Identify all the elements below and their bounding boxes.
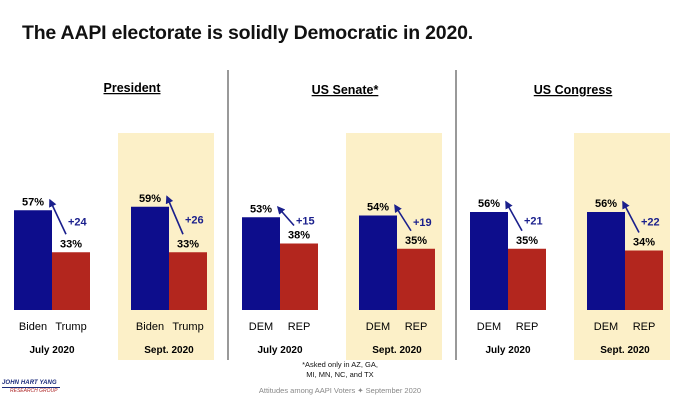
category-label: DEM [249,321,273,333]
category-label: REP [633,321,656,333]
period-label: July 2020 [29,345,74,356]
margin-arrow [394,204,412,232]
period-label: July 2020 [485,345,530,356]
margin-label: +26 [185,215,204,227]
logo-line1: JOHN HART YANG [2,380,57,386]
panel-title: President [104,81,162,95]
data-label: 56% [478,198,500,210]
bar-dem [470,212,508,310]
category-label: REP [288,321,311,333]
period-label: July 2020 [257,345,302,356]
category-label: DEM [594,321,618,333]
data-label: 35% [405,235,427,247]
margin-label: +15 [296,215,315,227]
margin-arrow [276,206,295,227]
data-label: 54% [367,202,389,214]
footnote: *Asked only in AZ, GA, MI, MN, NC, and T… [302,360,378,379]
data-label: 56% [595,198,617,210]
margin-label: +19 [413,217,432,229]
panel-title: US Senate* [312,83,379,97]
logo-line2: RESEARCH GROUP [10,388,58,394]
data-label: 34% [633,237,655,249]
category-label: Trump [55,321,86,333]
data-label: 59% [139,193,161,205]
bar-rep [397,248,435,310]
margin-label: +21 [524,215,543,227]
margin-label: +24 [68,216,88,228]
category-label: REP [405,321,428,333]
logo-rule [2,387,60,388]
margin-arrow [622,200,640,233]
bar-dem [242,217,280,310]
period-label: Sept. 2020 [372,345,422,356]
bar-rep [280,243,318,310]
bar-rep [508,248,546,310]
bar-rep [169,252,207,310]
data-label: 38% [288,230,310,242]
logo: JOHN HART YANG RESEARCH GROUP [2,380,62,394]
category-label: Trump [172,321,203,333]
period-label: Sept. 2020 [144,345,194,356]
category-label: Biden [19,321,47,333]
bar-rep [625,250,663,310]
period-label: Sept. 2020 [600,345,650,356]
bar-dem [14,210,52,310]
data-label: 35% [516,235,538,247]
category-label: REP [516,321,539,333]
data-label: 57% [22,196,44,208]
category-label: Biden [136,321,164,333]
bar-dem [587,212,625,310]
margin-arrow [49,198,67,235]
data-label: 33% [177,238,199,250]
bar-dem [131,206,169,310]
category-label: DEM [477,321,501,333]
margin-arrow [505,200,523,232]
footer-text: Attitudes among AAPI Voters ✦ September … [258,386,422,395]
data-label: 33% [60,238,82,250]
margin-arrow [165,195,184,235]
bar-dem [359,215,397,310]
data-label: 53% [250,203,272,215]
bar-rep [52,252,90,310]
page-title: The AAPI electorate is solidly Democrati… [22,22,473,44]
category-label: DEM [366,321,390,333]
margin-label: +22 [641,216,660,228]
panel-title: US Congress [534,83,613,97]
